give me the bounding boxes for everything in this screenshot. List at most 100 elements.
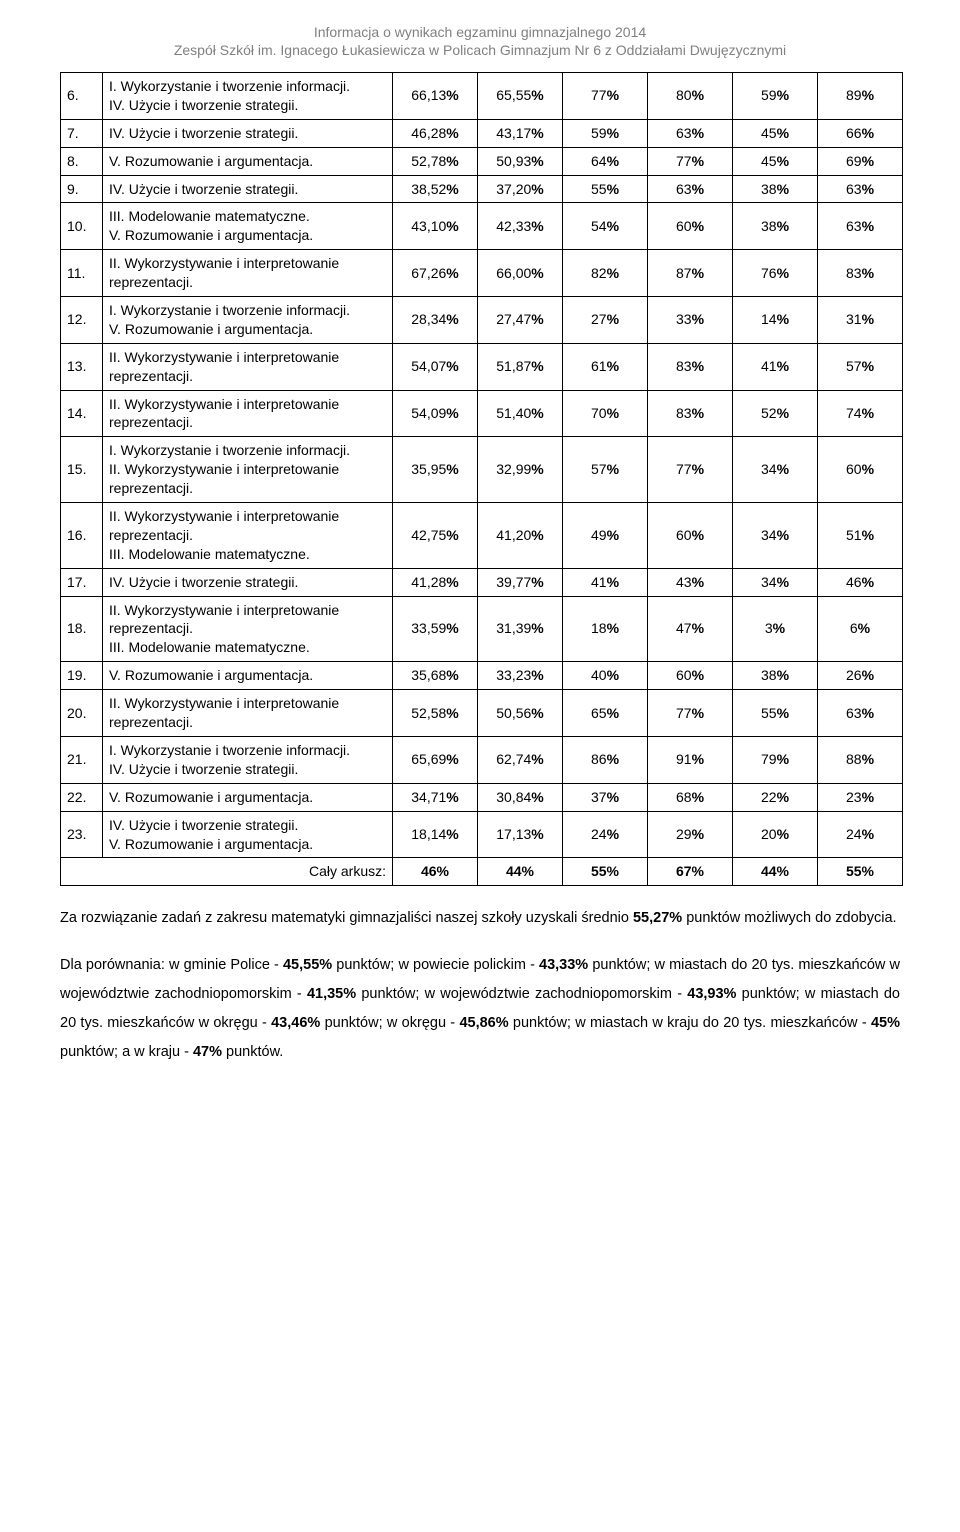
row-value: 60% [648, 503, 733, 569]
row-value: 50,56% [478, 690, 563, 737]
row-value: 47% [648, 596, 733, 662]
row-number: 21. [61, 736, 103, 783]
p2-value: 43,33% [539, 957, 588, 973]
row-value: 37% [563, 783, 648, 811]
table-row: 8.V. Rozumowanie i argumentacja.52,78%50… [61, 147, 903, 175]
table-row: 10.III. Modelowanie matematyczne.V. Rozu… [61, 203, 903, 250]
row-value: 43,17% [478, 119, 563, 147]
row-number: 11. [61, 250, 103, 297]
summary-value: 44% [733, 858, 818, 886]
table-row: 6.I. Wykorzystanie i tworzenie informacj… [61, 73, 903, 120]
row-value: 28,34% [393, 297, 478, 344]
row-value: 63% [818, 203, 903, 250]
row-value: 46,28% [393, 119, 478, 147]
summary-label: Cały arkusz: [61, 858, 393, 886]
row-desc: II. Wykorzystywanie i interpretowanie re… [103, 690, 393, 737]
row-value: 27% [563, 297, 648, 344]
p1-text: Za rozwiązanie zadań z zakresu matematyk… [60, 910, 633, 926]
p2-value: 45,86% [459, 1015, 508, 1031]
row-value: 42,33% [478, 203, 563, 250]
row-value: 83% [648, 343, 733, 390]
table-row: 13.II. Wykorzystywanie i interpretowanie… [61, 343, 903, 390]
row-value: 51,40% [478, 390, 563, 437]
row-value: 46% [818, 568, 903, 596]
row-value: 82% [563, 250, 648, 297]
row-value: 83% [648, 390, 733, 437]
row-value: 77% [563, 73, 648, 120]
row-value: 55% [733, 690, 818, 737]
summary-value: 55% [818, 858, 903, 886]
row-value: 41,28% [393, 568, 478, 596]
row-value: 89% [818, 73, 903, 120]
row-value: 34% [733, 568, 818, 596]
row-value: 57% [818, 343, 903, 390]
table-row: 19.V. Rozumowanie i argumentacja.35,68%3… [61, 662, 903, 690]
row-value: 69% [818, 147, 903, 175]
row-desc: V. Rozumowanie i argumentacja. [103, 147, 393, 175]
row-desc: I. Wykorzystanie i tworzenie informacji.… [103, 73, 393, 120]
row-value: 3% [733, 596, 818, 662]
row-number: 18. [61, 596, 103, 662]
row-value: 42,75% [393, 503, 478, 569]
row-value: 66,13% [393, 73, 478, 120]
row-value: 45% [733, 119, 818, 147]
row-value: 88% [818, 736, 903, 783]
row-desc: II. Wykorzystywanie i interpretowanie re… [103, 343, 393, 390]
row-value: 38% [733, 175, 818, 203]
row-value: 33,59% [393, 596, 478, 662]
table-row: 15.I. Wykorzystanie i tworzenie informac… [61, 437, 903, 503]
row-value: 52,58% [393, 690, 478, 737]
row-value: 17,13% [478, 811, 563, 858]
row-value: 32,99% [478, 437, 563, 503]
row-value: 38% [733, 662, 818, 690]
row-value: 63% [818, 175, 903, 203]
row-desc: V. Rozumowanie i argumentacja. [103, 662, 393, 690]
row-value: 43,10% [393, 203, 478, 250]
row-value: 39,77% [478, 568, 563, 596]
p2-value: 45,55% [283, 957, 332, 973]
p2-value: 41,35% [307, 986, 356, 1002]
row-value: 60% [648, 203, 733, 250]
row-desc: II. Wykorzystywanie i interpretowanie re… [103, 250, 393, 297]
row-value: 33% [648, 297, 733, 344]
row-value: 54,09% [393, 390, 478, 437]
row-value: 64% [563, 147, 648, 175]
table-row: 7.IV. Użycie i tworzenie strategii.46,28… [61, 119, 903, 147]
row-value: 30,84% [478, 783, 563, 811]
row-value: 18% [563, 596, 648, 662]
row-value: 31,39% [478, 596, 563, 662]
row-desc: IV. Użycie i tworzenie strategii. [103, 568, 393, 596]
row-value: 83% [818, 250, 903, 297]
row-value: 70% [563, 390, 648, 437]
p2-text: punktów; w miastach w kraju do 20 tys. m… [509, 1015, 871, 1031]
row-value: 59% [733, 73, 818, 120]
row-value: 51,87% [478, 343, 563, 390]
row-value: 66,00% [478, 250, 563, 297]
row-number: 6. [61, 73, 103, 120]
row-value: 52,78% [393, 147, 478, 175]
row-desc: II. Wykorzystywanie i interpretowanie re… [103, 596, 393, 662]
row-desc: I. Wykorzystanie i tworzenie informacji.… [103, 736, 393, 783]
row-value: 40% [563, 662, 648, 690]
row-desc: V. Rozumowanie i argumentacja. [103, 783, 393, 811]
row-value: 23% [818, 783, 903, 811]
row-number: 10. [61, 203, 103, 250]
row-number: 9. [61, 175, 103, 203]
row-value: 41% [733, 343, 818, 390]
row-number: 8. [61, 147, 103, 175]
summary-row: Cały arkusz:46%44%55%67%44%55% [61, 858, 903, 886]
row-value: 35,95% [393, 437, 478, 503]
row-value: 24% [563, 811, 648, 858]
row-value: 62,74% [478, 736, 563, 783]
row-number: 15. [61, 437, 103, 503]
table-row: 17.IV. Użycie i tworzenie strategii.41,2… [61, 568, 903, 596]
row-desc: III. Modelowanie matematyczne.V. Rozumow… [103, 203, 393, 250]
row-value: 63% [818, 690, 903, 737]
p2-value: 43,46% [271, 1015, 320, 1031]
row-value: 63% [648, 119, 733, 147]
summary-value: 46% [393, 858, 478, 886]
row-number: 19. [61, 662, 103, 690]
row-value: 26% [818, 662, 903, 690]
row-desc: IV. Użycie i tworzenie strategii. [103, 119, 393, 147]
row-value: 54% [563, 203, 648, 250]
